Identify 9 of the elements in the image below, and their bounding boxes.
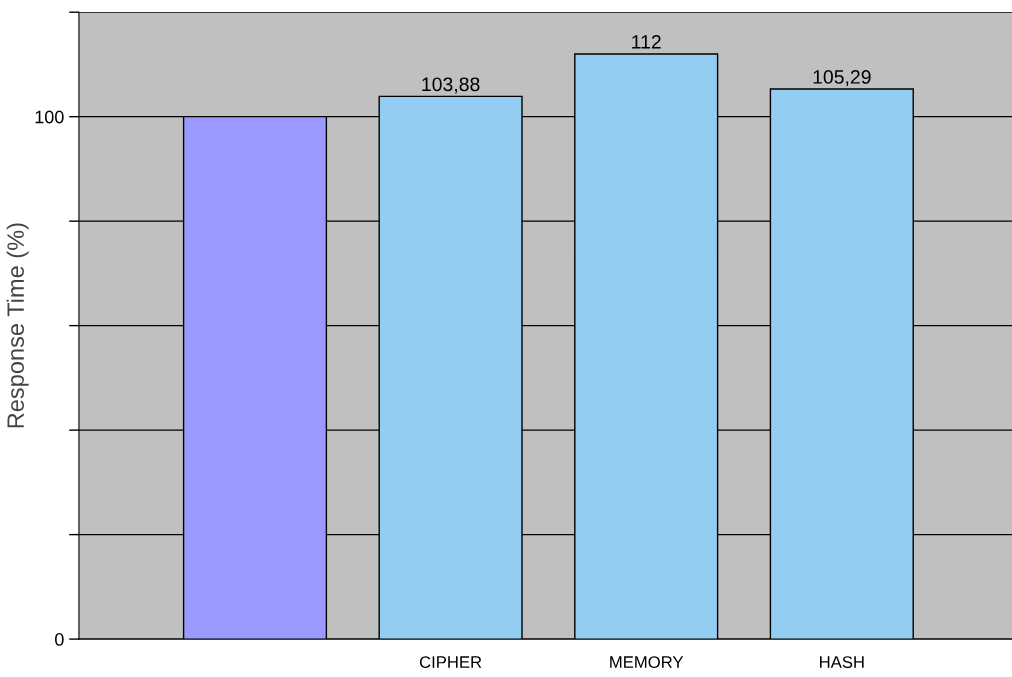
data-label: 103,88 <box>422 77 480 94</box>
x-tick-label: MEMORY <box>610 656 684 668</box>
y-tick-label: 0 <box>55 633 64 646</box>
y-tick-label: 100 <box>35 110 64 124</box>
data-label: 112 <box>632 34 661 49</box>
x-tick-label: CIPHER <box>419 656 482 668</box>
y-axis-title: Response Time (%) <box>6 223 29 428</box>
x-tick-label: HASH <box>820 656 864 668</box>
data-label: 105,29 <box>813 70 871 87</box>
